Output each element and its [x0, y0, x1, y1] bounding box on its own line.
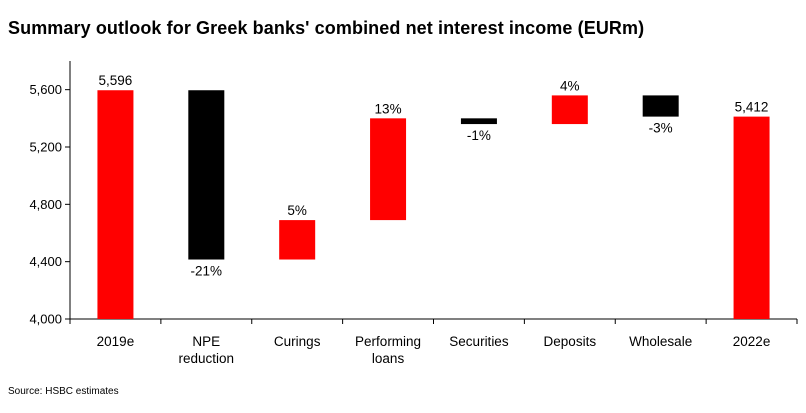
category-label-3: Performing loans	[355, 334, 421, 366]
y-axis: 4,000 4,400 4,800 5,200 5,600	[29, 61, 71, 327]
data-label-1: -21%	[191, 264, 223, 279]
chart-title: Summary outlook for Greek banks' combine…	[8, 18, 645, 38]
data-label-2: 5%	[287, 203, 307, 218]
category-label-5: Deposits	[544, 334, 597, 349]
bar-1	[188, 90, 225, 260]
data-label-3: 13%	[375, 101, 402, 116]
bars	[97, 90, 770, 320]
bar-6	[642, 95, 679, 117]
category-label-2: Curings	[274, 334, 321, 349]
source-note: Source: HSBC estimates	[8, 386, 119, 397]
y-tick-label: 4,000	[29, 312, 62, 327]
category-labels: 2019e NPE reduction Curings Performing loans S…	[97, 334, 771, 366]
bar-2	[279, 220, 316, 260]
data-label-4: -1%	[467, 128, 491, 143]
data-label-5: 4%	[560, 78, 580, 93]
bar-7	[733, 116, 770, 319]
data-label-6: -3%	[649, 121, 673, 136]
data-label-7: 5,412	[735, 100, 769, 115]
y-tick-label: 5,600	[29, 82, 62, 97]
bar-4	[460, 118, 497, 125]
y-tick-label: 4,800	[29, 197, 62, 212]
category-label-6: Wholesale	[629, 334, 692, 349]
category-label-1: NPE reduction	[179, 334, 235, 366]
category-label-7: 2022e	[733, 334, 771, 349]
data-labels: 5,596 -21% 5% 13% -1% 4% -3% 5,412	[99, 73, 769, 278]
y-tick-label: 4,400	[29, 254, 62, 269]
bar-3	[370, 118, 407, 221]
data-label-0: 5,596	[99, 73, 133, 88]
category-label-4: Securities	[449, 334, 509, 349]
category-label-0: 2019e	[97, 334, 135, 349]
y-tick-label: 5,200	[29, 140, 62, 155]
bar-0	[97, 90, 134, 320]
bar-5	[551, 95, 588, 125]
x-axis	[69, 318, 798, 324]
